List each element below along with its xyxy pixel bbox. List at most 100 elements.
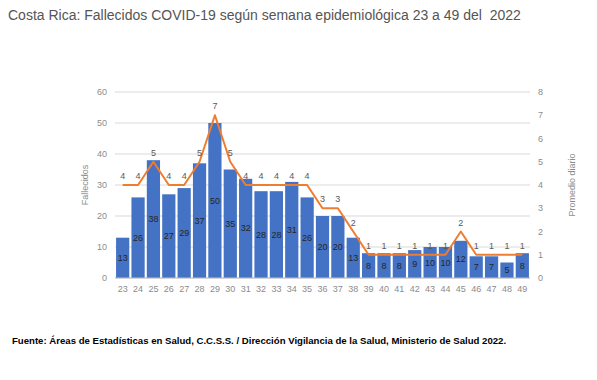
y2-tick-label: 2 [538,227,543,237]
x-tick-label: 30 [225,284,235,294]
y2-tick [530,208,533,209]
bar-data-label: 13 [348,253,358,263]
y2-tick [530,278,533,279]
x-tick-label: 37 [333,284,343,294]
line-data-label: 1 [412,241,417,251]
x-tick-label: 36 [317,284,327,294]
bar [331,216,344,278]
y-tick-label: 20 [97,211,107,221]
bar [224,170,237,279]
line-data-label: 3 [335,194,340,204]
bar-data-label: 8 [366,261,371,271]
bar [270,191,283,278]
x-tick-label: 45 [456,284,466,294]
line-data-label: 1 [366,241,371,251]
x-tick-label: 43 [425,284,435,294]
y2-tick [530,161,533,162]
bar [377,253,390,278]
bar [393,253,406,278]
x-tick-label: 49 [517,284,527,294]
labels: 1326382729375035322828312620201388891010… [118,101,525,275]
y-tick-label: 40 [97,149,107,159]
y-tick-label: 30 [97,180,107,190]
x-tick-label: 38 [348,284,358,294]
line-data-label: 1 [397,241,402,251]
y2-tick-label: 3 [538,203,543,213]
y-tick-label: 50 [97,118,107,128]
line-data-label: 1 [381,241,386,251]
bar-data-label: 10 [425,258,435,268]
x-tick-label: 24 [133,284,143,294]
bar-data-label: 5 [504,265,509,275]
y2-tick-label: 6 [538,134,543,144]
line-data-label: 4 [182,171,187,181]
bar-data-label: 28 [271,230,281,240]
bar-data-label: 26 [302,233,312,243]
y-tick-label: 0 [102,273,107,283]
y2-tick [530,231,533,232]
bar-data-label: 29 [179,228,189,238]
bar-data-label: 20 [317,242,327,252]
bar-data-label: 7 [489,262,494,272]
bar-data-label: 31 [287,225,297,235]
bar-data-label: 9 [412,259,417,269]
bar-data-label: 20 [333,242,343,252]
y2-tick [530,185,533,186]
line [123,115,523,255]
bar [485,256,498,278]
bar-data-label: 8 [381,261,386,271]
chart-title: Costa Rica: Fallecidos COVID-19 según se… [8,7,521,23]
x-tick-label: 39 [364,284,374,294]
line-data-label: 4 [259,171,264,181]
bar [208,123,221,278]
x-tick-label: 31 [241,284,251,294]
bar [347,238,360,278]
bar-data-label: 50 [210,196,220,206]
bar [301,197,314,278]
x-tick-label: 32 [256,284,266,294]
x-tick-label: 42 [410,284,420,294]
line-data-label: 4 [243,171,248,181]
line-data-label: 5 [197,148,202,158]
grid-line [115,154,530,155]
bar [147,160,160,278]
y2-tick [530,92,533,93]
x-tick-label: 41 [394,284,404,294]
bar [239,179,252,278]
bar-data-label: 8 [397,261,402,271]
x-tick-label: 33 [271,284,281,294]
bar-data-label: 27 [164,231,174,241]
grid-line [115,92,530,93]
source-note: Fuente: Áreas de Estadísticas en Salud, … [12,335,506,346]
line-data-label: 4 [136,171,141,181]
line-data-label: 4 [289,171,294,181]
axis-title: Promedio diario [567,153,577,216]
x-tick-label: 44 [440,284,450,294]
x-tick-label: 47 [487,284,497,294]
x-tick-label: 28 [195,284,205,294]
x-tick-label: 23 [118,284,128,294]
y2-tick-label: 7 [538,110,543,120]
line-data-label: 1 [443,241,448,251]
x-tick-label: 34 [287,284,297,294]
bar [423,247,436,278]
line-data-label: 4 [274,171,279,181]
bar-data-label: 13 [118,253,128,263]
bar [162,194,175,278]
bar [116,238,129,278]
y2-tick [530,254,533,255]
bar [178,188,191,278]
bar-data-label: 32 [241,223,251,233]
bar-data-label: 12 [456,254,466,264]
y2-tick [530,115,533,116]
bar-data-label: 8 [520,261,525,271]
bar [362,253,375,278]
bar [500,263,513,279]
x-tick-label: 35 [302,284,312,294]
bar [131,197,144,278]
y2-tick-label: 1 [538,250,543,260]
bar [439,247,452,278]
y2-tick-label: 5 [538,157,543,167]
x-tick-label: 48 [502,284,512,294]
bar-data-label: 10 [440,258,450,268]
